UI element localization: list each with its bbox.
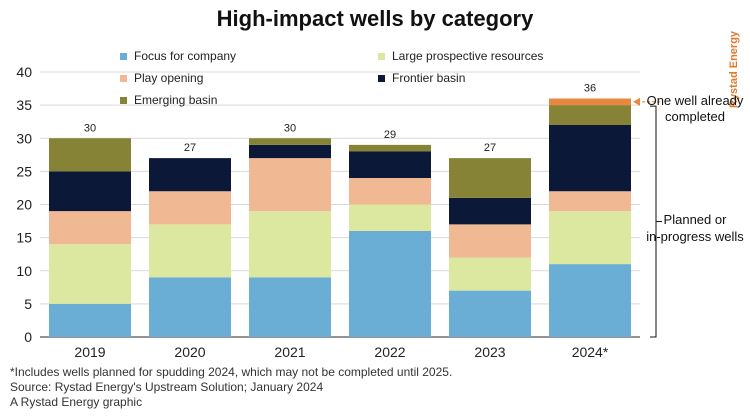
bar-total-label: 30: [284, 122, 296, 134]
bar-segment: [549, 264, 631, 337]
x-tick-label: 2023: [474, 344, 505, 360]
gridlines: [40, 71, 640, 338]
bar-segment: [449, 257, 531, 291]
bar-segment: [149, 224, 231, 278]
bar-segment: [149, 158, 231, 192]
annotation-planned: in-progress wells: [646, 229, 744, 244]
bar-segment: [449, 158, 531, 198]
legend-label: Play opening: [134, 71, 203, 85]
bar-segment: [549, 191, 631, 212]
y-axis: 0 5 10 15 20 25 30 35 40: [16, 64, 32, 345]
y-tick-label: 0: [24, 329, 32, 345]
bar-total-label: 36: [584, 83, 596, 95]
bar-segment: [249, 138, 331, 145]
x-axis: 2019 2020 2021 2022 2023 2024*: [74, 344, 608, 360]
legend-swatch: [378, 75, 385, 82]
bar-total-label: 29: [384, 129, 396, 141]
bar-total-label: 30: [84, 122, 96, 134]
legend-label: Emerging basin: [134, 93, 217, 107]
footnote-source: Source: Rystad Energy's Upstream Solutio…: [10, 380, 324, 394]
bar-segment: [249, 158, 331, 212]
y-tick-label: 40: [16, 64, 32, 80]
y-tick-label: 10: [16, 263, 32, 279]
x-tick-label: 2020: [174, 344, 205, 360]
footnote-note: *Includes wells planned for spudding 202…: [10, 365, 453, 379]
bar-segment: [349, 144, 431, 152]
footnote-credit: A Rystad Energy graphic: [10, 395, 143, 409]
bar-segment: [49, 138, 131, 172]
y-tick-label: 5: [24, 296, 32, 312]
bar-segment: [449, 290, 531, 337]
bar-segment: [449, 224, 531, 258]
bar-segment: [249, 144, 331, 159]
bar-total-label: 27: [484, 142, 496, 154]
x-tick-label: 2021: [274, 344, 305, 360]
annotation-completed: One well already: [647, 93, 744, 108]
bar-segment: [249, 211, 331, 278]
annotation-planned: Planned or: [664, 212, 728, 227]
legend: Focus for company Large prospective resou…: [120, 49, 543, 107]
bar-segment: [249, 277, 331, 337]
y-tick-label: 35: [16, 97, 32, 113]
legend-label: Large prospective resources: [392, 49, 543, 63]
y-tick-label: 25: [16, 163, 32, 179]
completed-arrow-head: [633, 97, 640, 106]
legend-swatch: [120, 75, 127, 82]
bar-segment: [349, 204, 431, 231]
bar-segment: [49, 211, 131, 245]
bar-segment: [49, 303, 131, 337]
x-tick-label: 2019: [74, 344, 105, 360]
annotation-completed: completed: [665, 109, 725, 124]
bar-segment: [149, 191, 231, 225]
bar-segment: [549, 125, 631, 192]
bar-segment: [49, 244, 131, 304]
legend-swatch: [120, 53, 127, 60]
y-tick-label: 30: [16, 130, 32, 146]
bar-segment: [449, 197, 531, 225]
bar-segment: [349, 231, 431, 337]
bar-total-label: 27: [184, 142, 196, 154]
bar-segment: [549, 105, 631, 125]
legend-swatch: [120, 97, 127, 104]
legend-label: Frontier basin: [392, 71, 465, 85]
bar-segment: [549, 98, 631, 106]
bar-segment: [349, 178, 431, 205]
bar-segment: [149, 277, 231, 337]
bar-segment: [549, 211, 631, 265]
x-tick-label: 2024*: [572, 344, 609, 360]
legend-label: Focus for company: [134, 49, 236, 63]
bar-segment: [349, 151, 431, 178]
y-tick-label: 15: [16, 230, 32, 246]
bar-segment: [49, 171, 131, 212]
legend-swatch: [378, 53, 385, 60]
chart-title: High-impact wells by category: [216, 6, 534, 31]
footnotes: *Includes wells planned for spudding 202…: [10, 365, 452, 410]
x-tick-label: 2022: [374, 344, 405, 360]
bars: 30 27 30 29 27 36: [49, 83, 631, 337]
y-tick-label: 20: [16, 197, 32, 213]
planned-bracket: [650, 105, 657, 338]
